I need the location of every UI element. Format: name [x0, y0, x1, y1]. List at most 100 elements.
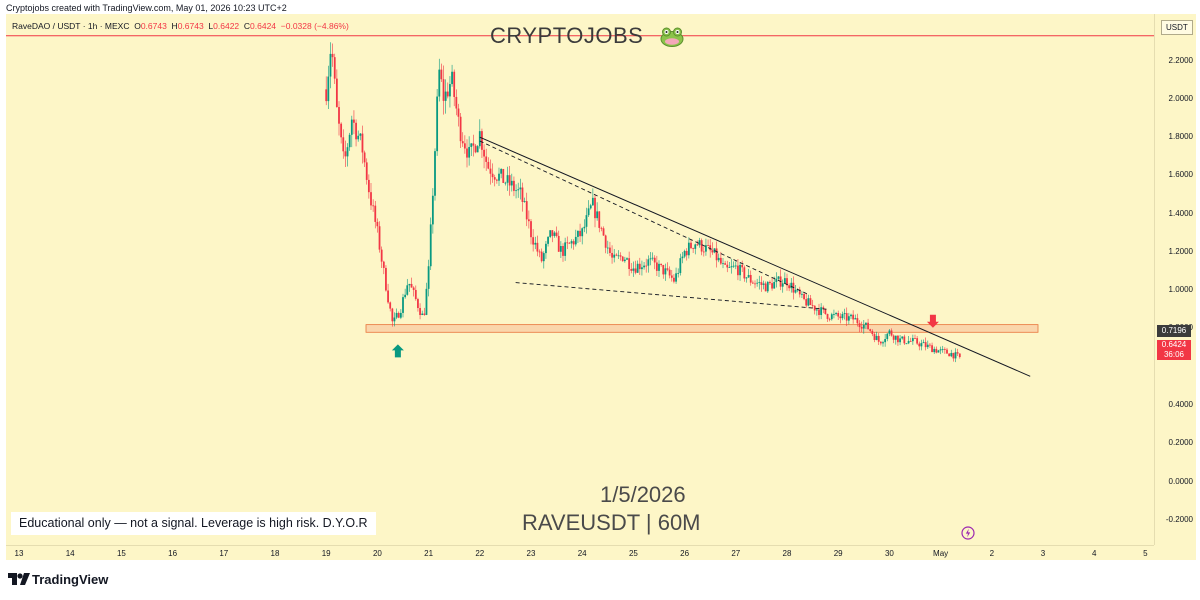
candle-body: [350, 119, 353, 135]
disclaimer-note: Educational only — not a signal. Leverag…: [11, 512, 376, 535]
candle-body: [508, 175, 511, 186]
low-label: L: [208, 21, 214, 31]
candle-body: [862, 324, 865, 329]
candle-body: [417, 299, 419, 309]
candle-body: [845, 313, 848, 321]
candle-body: [758, 282, 761, 284]
candle-body: [542, 253, 545, 262]
candle-body: [365, 162, 368, 180]
chart-frame[interactable]: RaveDAO / USDT · 1h · MEXC O0.6743 H0.67…: [6, 14, 1196, 560]
candle-body: [673, 277, 675, 282]
red-down-arrow-icon: [926, 314, 939, 328]
candle-body: [382, 261, 385, 268]
candle-body: [724, 263, 727, 265]
candle-body: [707, 245, 709, 247]
candle-body: [566, 242, 569, 244]
symbol-legend[interactable]: RaveDAO / USDT · 1h · MEXC O0.6743 H0.67…: [12, 21, 349, 31]
candle-body: [444, 91, 447, 101]
candle-body: [395, 312, 398, 318]
candle-body: [555, 232, 558, 236]
lightning-icon[interactable]: [961, 526, 975, 540]
candle-body: [839, 316, 842, 319]
candle-body: [536, 242, 539, 252]
time-tick: 24: [577, 549, 587, 558]
candle-body: [399, 312, 402, 318]
candle-body: [457, 108, 460, 117]
candle-body: [675, 273, 677, 282]
candle-body: [728, 267, 731, 268]
candle-body: [687, 242, 690, 256]
candle-body: [440, 69, 443, 80]
candle-body: [668, 269, 671, 276]
plot-area[interactable]: RaveDAO / USDT · 1h · MEXC O0.6743 H0.67…: [6, 14, 1154, 545]
candle-body: [591, 197, 594, 206]
candle-body: [577, 230, 579, 237]
candle-body: [749, 274, 752, 283]
tradingview-brand: TradingView: [32, 572, 109, 587]
chart-credit: Cryptojobs created with TradingView.com,…: [6, 3, 287, 13]
candle-body: [628, 258, 631, 270]
candle-body: [596, 211, 599, 219]
candle-body: [766, 281, 769, 292]
candle-body: [410, 283, 413, 288]
price-tick: 0.4000: [1168, 399, 1193, 409]
overlay-date: 1/5/2026: [600, 482, 686, 507]
candle-body: [841, 314, 844, 319]
candle-body: [679, 258, 682, 273]
candle-body: [419, 308, 421, 315]
candle-body: [327, 76, 330, 102]
candle-body: [348, 134, 351, 148]
candle-body: [939, 349, 942, 351]
candle-body: [636, 263, 639, 273]
candle-body: [852, 314, 855, 320]
candle-body: [632, 268, 635, 271]
candle-body: [414, 289, 417, 300]
candle-body: [700, 240, 703, 252]
candle-body: [941, 349, 944, 350]
candle-body: [594, 197, 596, 219]
candle-body: [909, 340, 912, 342]
candle-body: [929, 344, 931, 346]
candle-body: [653, 257, 656, 263]
candle-body: [911, 338, 914, 342]
price-chart[interactable]: [6, 14, 1154, 545]
candle-body: [617, 255, 620, 257]
green-up-arrow-icon: [391, 344, 404, 358]
candle-body: [877, 335, 880, 342]
candle-body: [559, 246, 562, 252]
currency-button[interactable]: USDT: [1161, 20, 1193, 35]
candle-body: [540, 251, 543, 262]
watermark: CRYPTOJOBS: [490, 23, 684, 49]
candle-body: [694, 244, 697, 249]
time-scale[interactable]: 13 14 15 16 17 18 19 20 21 22 23 24 25 26 27 28 29 30 May 2…: [6, 545, 1154, 561]
candle-body: [722, 263, 724, 265]
candle-body: [865, 322, 867, 325]
candle-body: [660, 263, 663, 266]
candle-body: [805, 299, 808, 306]
candle-body: [783, 278, 786, 284]
candle-body: [903, 336, 906, 344]
candle-body: [888, 330, 891, 334]
candle-body: [935, 348, 938, 353]
candle-body: [741, 264, 744, 268]
candle-body: [850, 314, 852, 317]
candle-body: [943, 349, 946, 350]
candle-body: [391, 308, 394, 322]
candle-body: [847, 316, 850, 321]
candle-body: [478, 131, 481, 147]
last-price-badge: 0.6424 36:06: [1157, 340, 1191, 360]
candle-body: [378, 226, 381, 250]
time-tick: 21: [424, 549, 434, 558]
candle-body: [436, 96, 439, 152]
candle-body: [933, 348, 936, 353]
candle-body: [453, 71, 456, 97]
price-scale[interactable]: USDT 2.2000 2.0000 1.8000 1.6000 1.4000 1.200…: [1154, 14, 1197, 545]
lower-channel-trendline: [515, 282, 828, 310]
candle-body: [833, 314, 835, 315]
time-tick: 15: [116, 549, 126, 558]
price-tick: 2.2000: [1168, 55, 1193, 65]
tradingview-logo[interactable]: TradingView: [8, 572, 108, 587]
time-tick: 25: [628, 549, 638, 558]
candle-body: [771, 283, 773, 289]
time-tick: 3: [1040, 549, 1046, 558]
